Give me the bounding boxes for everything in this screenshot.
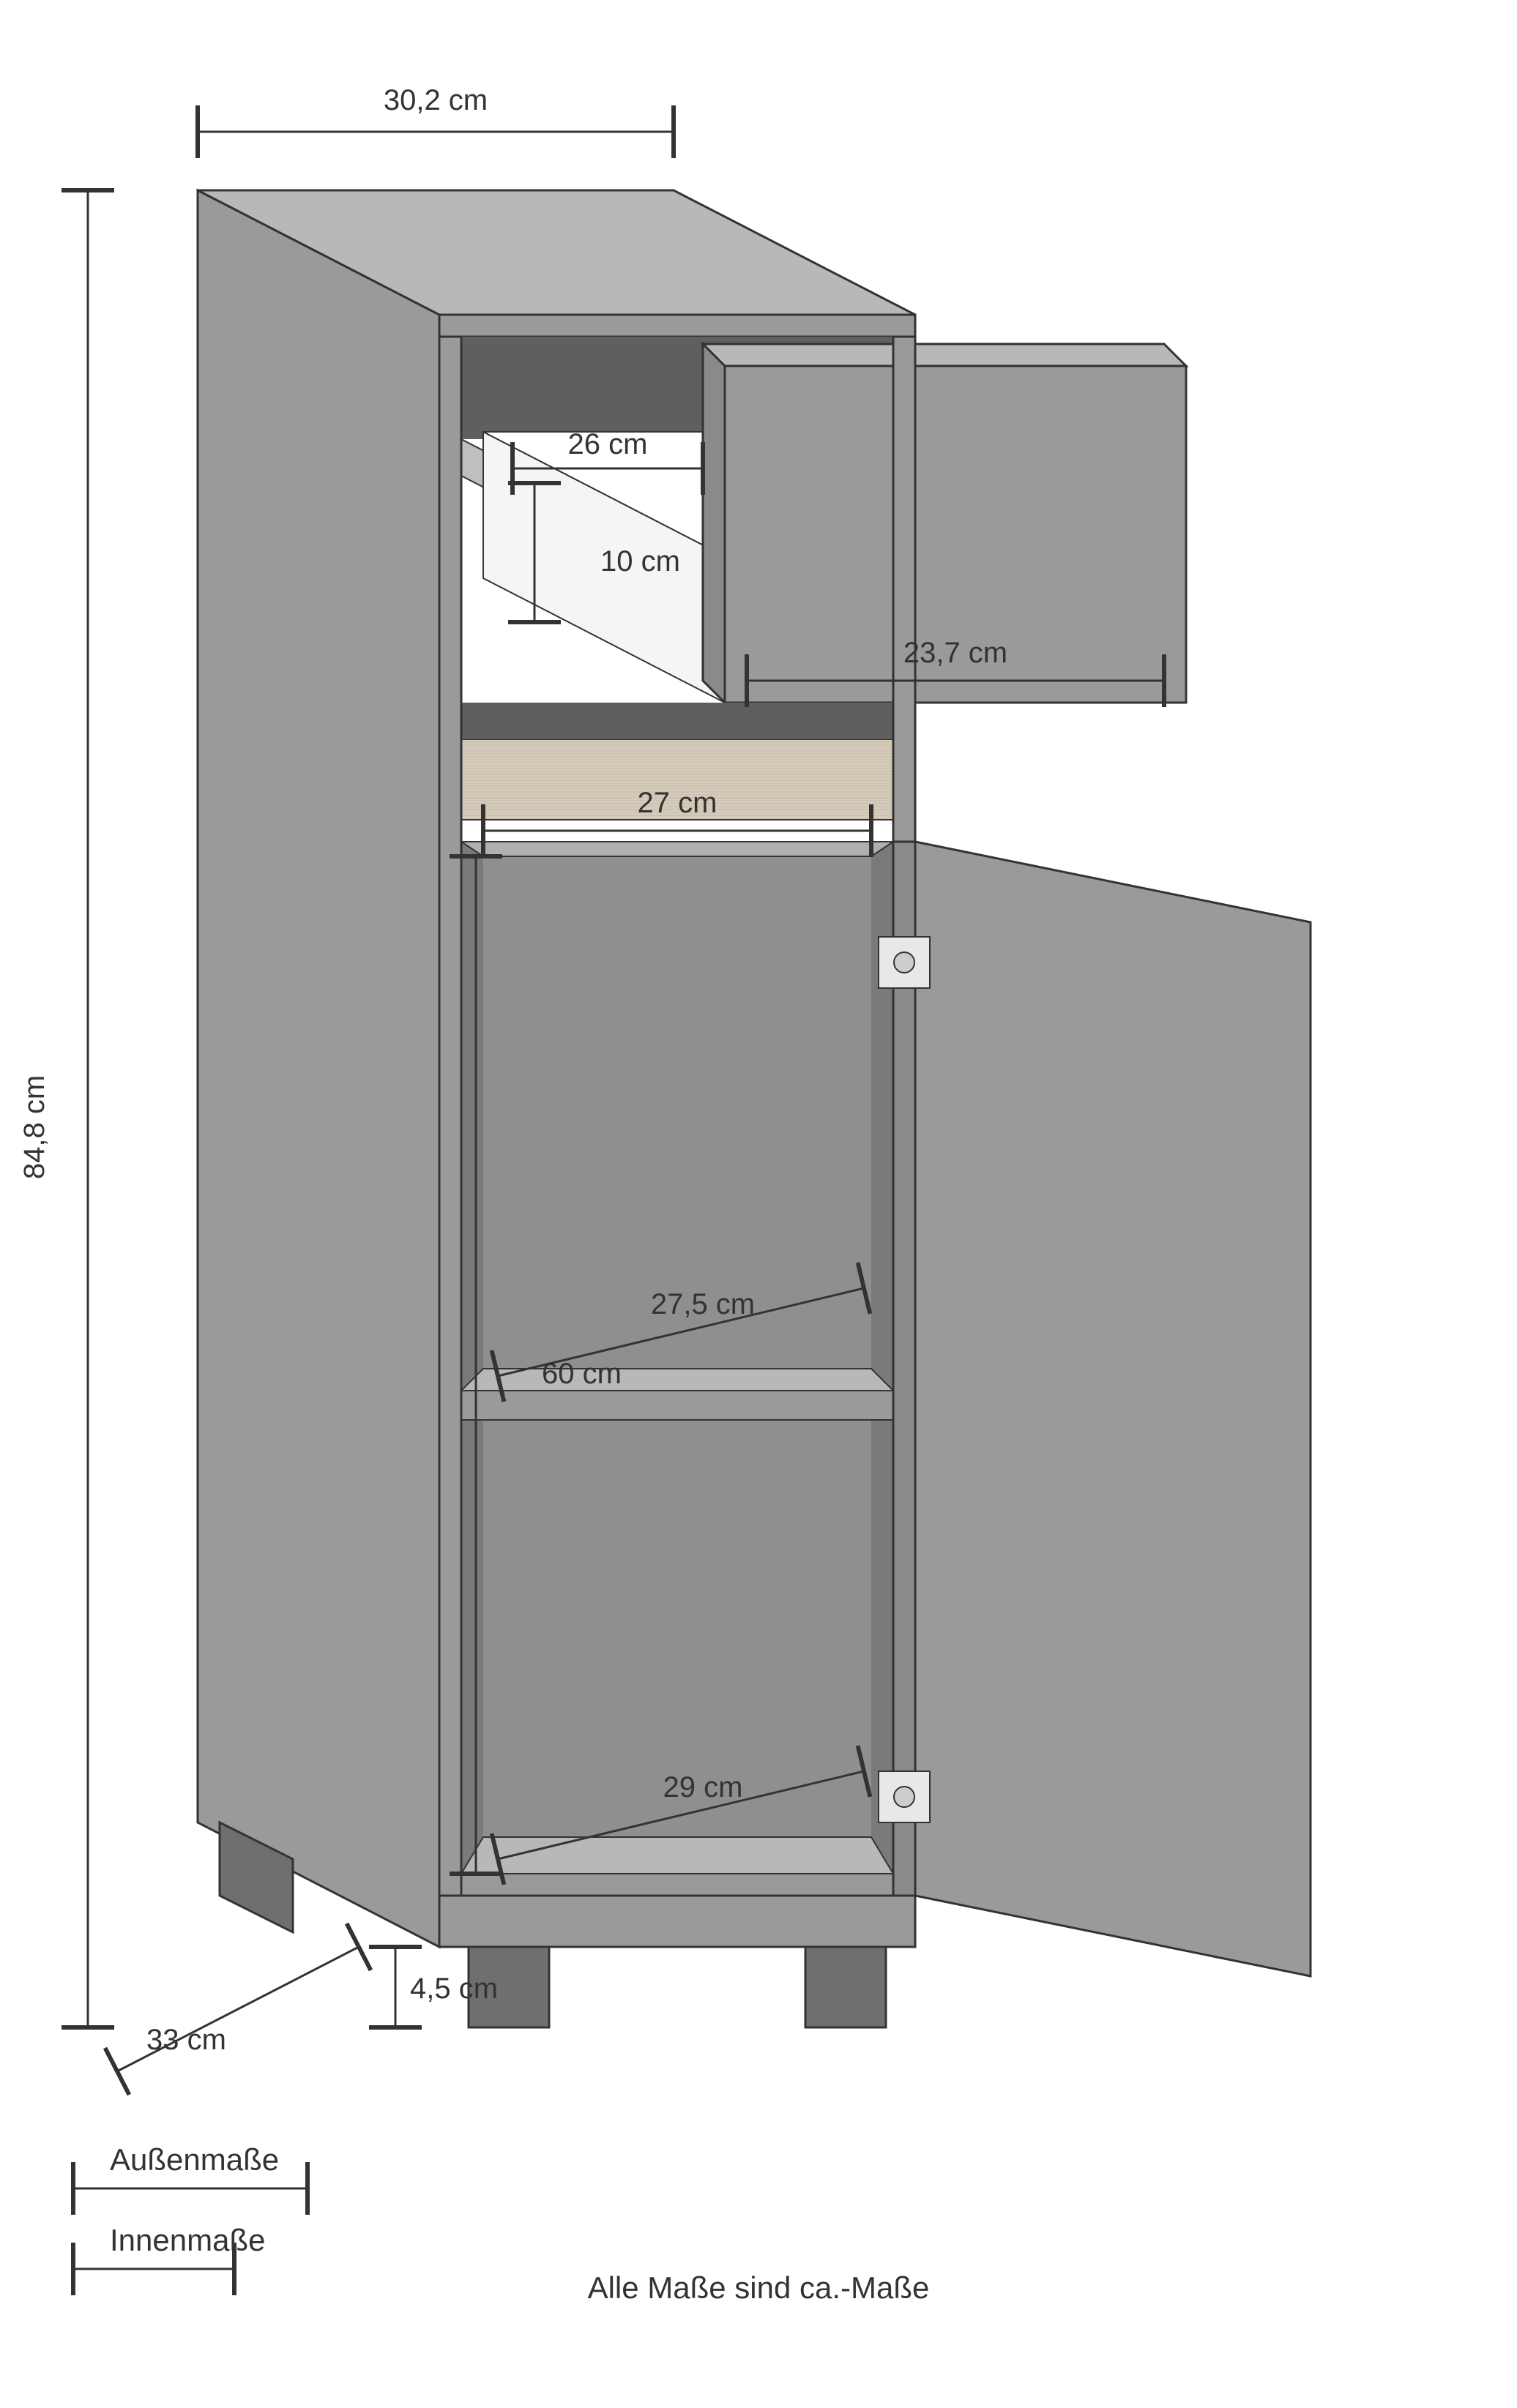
dim-depth: 33 cm: [146, 2024, 226, 2056]
compartment-left-inner: [461, 842, 483, 1896]
compartment-right-inner: [871, 842, 893, 1896]
dim-drawer-front-w: 23,7 cm: [903, 637, 1007, 669]
legend-inner: Innenmaße: [110, 2223, 265, 2257]
foot-front-right: [805, 1947, 886, 2027]
door-edge: [893, 842, 915, 1896]
frame-bottom-rail: [439, 1896, 915, 1947]
dim-door-inner-h: 60 cm: [542, 1358, 622, 1390]
cabinet-diagram: 30,2 cm 84,8 cm 26 cm 10 cm 23,7 cm 27 c…: [0, 0, 1517, 2408]
shelf-front: [461, 1391, 893, 1420]
drawer-front-left-edge: [703, 344, 725, 703]
cabinet-body: [198, 190, 1311, 2027]
dim-height-total: 84,8 cm: [18, 1075, 51, 1179]
compartment-floor: [461, 1837, 893, 1874]
dim-foot-h: 4,5 cm: [410, 1973, 498, 2005]
dim-top-width: 30,2 cm: [384, 84, 488, 116]
compartment-floor-front: [461, 1874, 893, 1896]
hinge-bottom: [879, 1771, 930, 1822]
dim-floor-depth: 29 cm: [663, 1771, 743, 1803]
frame-left-stile: [439, 337, 461, 1947]
footer-note: Alle Maße sind ca.-Maße: [588, 2270, 930, 2305]
dim-drawer-inner-h: 10 cm: [600, 545, 680, 577]
legend-outer: Außenmaße: [110, 2142, 279, 2177]
dimension-legend: Außenmaße Innenmaße: [73, 2142, 308, 2269]
dim-shelf-depth: 27,5 cm: [651, 1288, 755, 1320]
door-face: [915, 842, 1311, 1976]
compartment-ceiling: [461, 842, 893, 856]
drawer-front-top: [703, 344, 1186, 366]
top-front-lip: [439, 315, 915, 337]
below-drawer-shadow: [461, 703, 893, 739]
dim-door-top-w: 27 cm: [638, 787, 718, 819]
shelf-top: [461, 1369, 893, 1391]
dim-drawer-inner-w: 26 cm: [568, 428, 648, 460]
hinge-top: [879, 937, 930, 988]
side-panel-left: [198, 190, 439, 1947]
